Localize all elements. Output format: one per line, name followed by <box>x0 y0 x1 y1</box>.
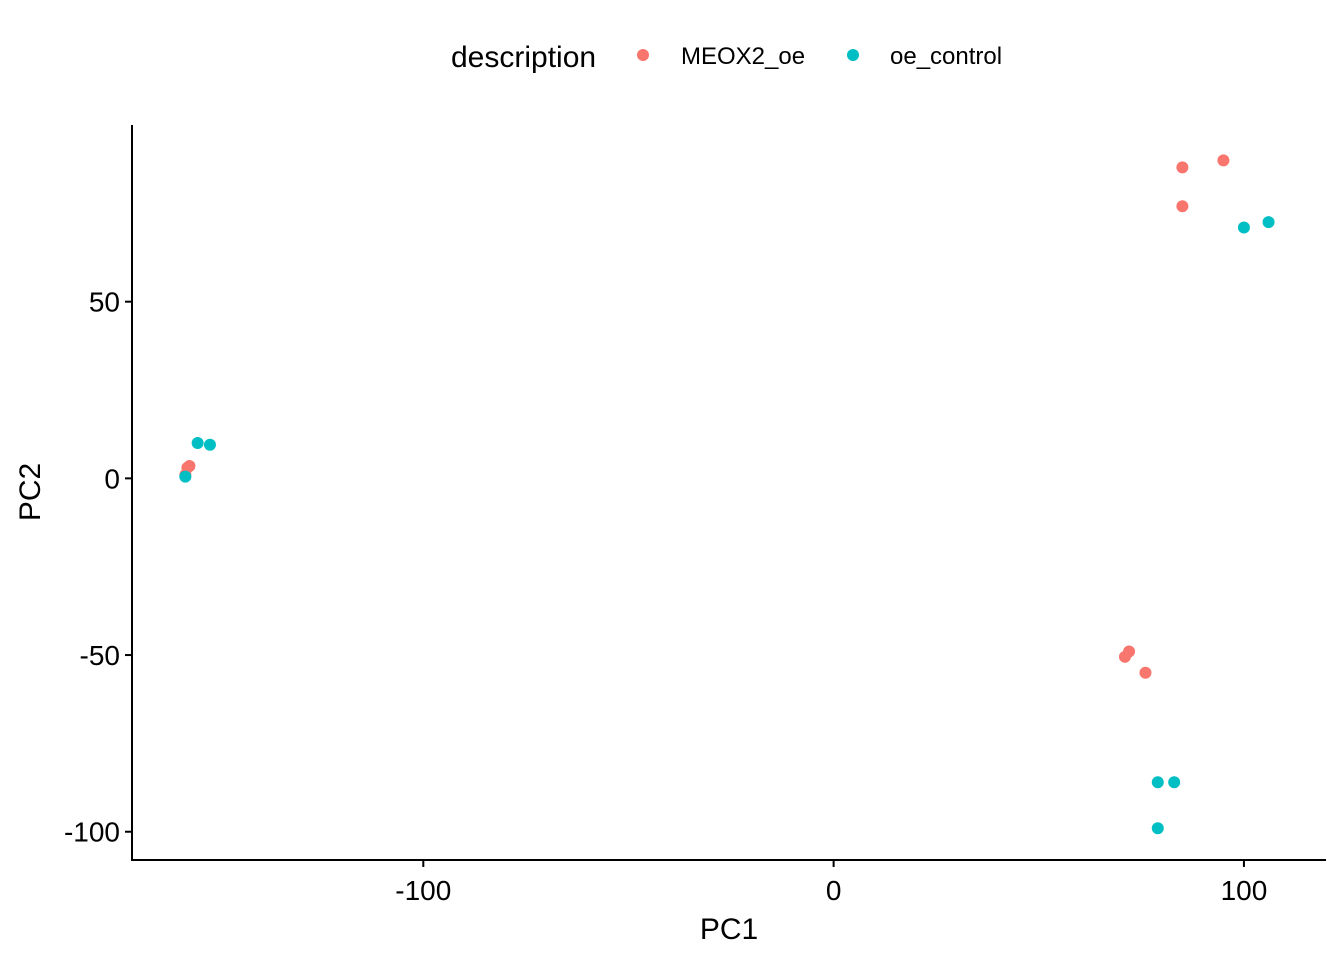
data-point-meox2-oe <box>1139 666 1152 679</box>
data-point-oe-control <box>1168 776 1181 789</box>
legend-label-oe-control: oe_control <box>890 43 1002 70</box>
data-point-oe-control <box>1151 822 1164 835</box>
data-point-oe-control <box>191 437 204 450</box>
legend-title: description <box>451 41 596 74</box>
data-point-meox2-oe <box>183 459 196 472</box>
x-tick-label: -100 <box>395 875 451 906</box>
legend-label-meox2-oe: MEOX2_oe <box>681 43 805 70</box>
legend: description MEOX2_oe oe_control <box>451 41 1002 74</box>
data-point-meox2-oe <box>1176 200 1189 213</box>
legend-key-meox2-oe <box>637 49 649 61</box>
data-points <box>179 154 1275 835</box>
legend-key-oe-control <box>847 49 859 61</box>
x-tick-label: 0 <box>826 875 842 906</box>
y-tick-label: -100 <box>64 817 120 848</box>
data-point-oe-control <box>1262 216 1275 229</box>
y-ticks: -100 -50 0 50 <box>64 287 132 848</box>
data-point-oe-control <box>179 470 192 483</box>
data-point-meox2-oe <box>1217 154 1230 167</box>
y-tick-label: -50 <box>80 640 120 671</box>
data-point-oe-control <box>1237 221 1250 234</box>
y-axis-title: PC2 <box>14 463 47 521</box>
x-ticks: -100 0 100 <box>395 860 1267 906</box>
y-tick-label: 50 <box>89 287 120 318</box>
data-point-oe-control <box>1151 776 1164 789</box>
y-tick-label: 0 <box>104 463 120 494</box>
data-point-meox2-oe <box>1123 645 1136 658</box>
x-axis-title: PC1 <box>700 913 758 946</box>
data-point-meox2-oe <box>1176 161 1189 174</box>
data-point-oe-control <box>203 438 216 451</box>
x-tick-label: 100 <box>1221 875 1268 906</box>
